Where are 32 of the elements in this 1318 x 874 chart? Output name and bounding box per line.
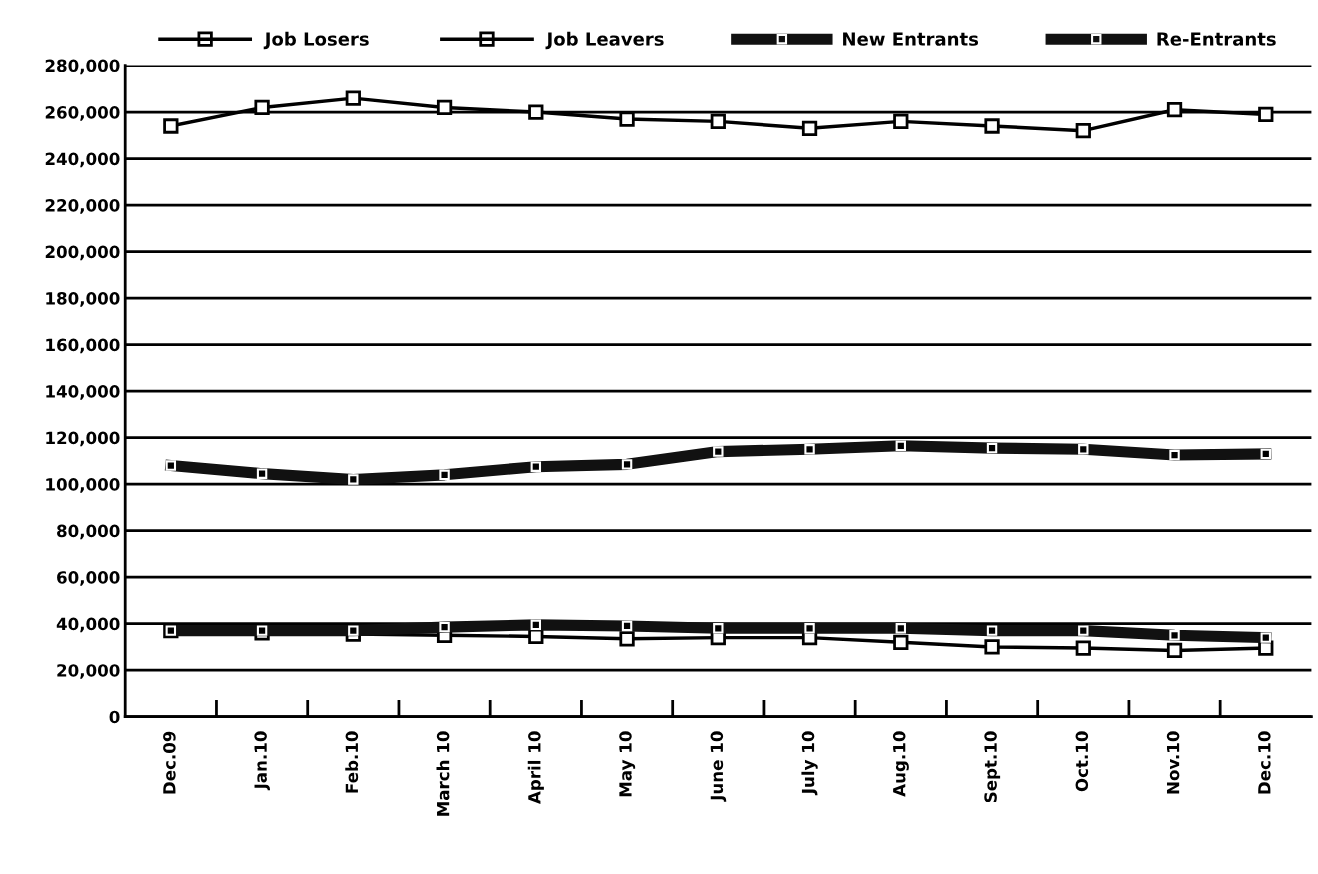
x-tick-label: July 10 xyxy=(801,731,818,796)
y-tick-label: 240,000 xyxy=(45,152,120,168)
x-tick-label: June 10 xyxy=(710,731,727,802)
x-tick-label: Jan.10 xyxy=(254,731,271,791)
x-tick-label: March 10 xyxy=(436,731,450,816)
y-tick-label: 0 xyxy=(109,710,120,724)
y-tick-label: 60,000 xyxy=(57,571,120,586)
legend-label: Job Losers xyxy=(263,31,369,50)
legend-label: New Entrants xyxy=(843,32,979,46)
y-tick-label: 120,000 xyxy=(46,431,120,447)
x-tick-label: Dec.10 xyxy=(1258,731,1271,794)
y-tick-label: 260,000 xyxy=(45,106,120,121)
x-tick-label: Sept.10 xyxy=(984,731,1001,803)
y-tick-label: 80,000 xyxy=(57,524,120,540)
y-tick-label: 200,000 xyxy=(45,245,120,261)
y-tick-label: 40,000 xyxy=(56,617,120,633)
y-tick-label: 140,000 xyxy=(46,385,120,400)
x-tick-label: Oct.10 xyxy=(1075,731,1089,792)
x-tick-label: April 10 xyxy=(527,731,544,804)
y-tick-label: 100,000 xyxy=(46,478,120,493)
y-tick-label: 20,000 xyxy=(57,664,120,679)
legend-label: Job Leavers xyxy=(545,31,664,50)
x-tick-label: May 10 xyxy=(619,731,636,797)
x-tick-label: Feb.10 xyxy=(345,731,359,793)
y-tick-label: 160,000 xyxy=(46,338,120,354)
y-tick-label: 180,000 xyxy=(46,292,120,307)
x-tick-label: Nov.10 xyxy=(1166,731,1180,794)
y-tick-label: 280,000 xyxy=(45,59,120,75)
x-tick-label: Aug.10 xyxy=(892,731,909,797)
y-tick-label: 220,000 xyxy=(45,199,120,214)
legend-label: Re-Entrants xyxy=(1157,32,1276,46)
x-tick-label: Dec.09 xyxy=(163,731,176,794)
